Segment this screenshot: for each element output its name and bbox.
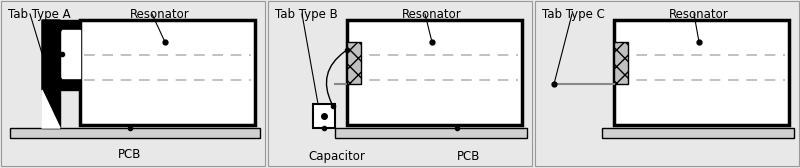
Bar bbox=[535, 1, 799, 166]
Text: Tab Type C: Tab Type C bbox=[542, 8, 605, 21]
Text: Capacitor: Capacitor bbox=[308, 150, 365, 163]
Bar bbox=[614, 42, 628, 84]
Polygon shape bbox=[62, 30, 80, 78]
Bar bbox=[347, 20, 522, 125]
Bar bbox=[1, 1, 265, 166]
Bar bbox=[614, 20, 789, 125]
Polygon shape bbox=[60, 78, 80, 90]
Text: Tab Type B: Tab Type B bbox=[275, 8, 338, 21]
Bar bbox=[268, 1, 532, 166]
Bar bbox=[313, 104, 335, 128]
Text: PCB: PCB bbox=[457, 150, 480, 163]
Text: Resonator: Resonator bbox=[130, 8, 190, 21]
Polygon shape bbox=[42, 20, 60, 128]
Polygon shape bbox=[42, 90, 60, 128]
Bar bbox=[602, 128, 794, 138]
Polygon shape bbox=[60, 20, 80, 30]
Polygon shape bbox=[42, 20, 60, 128]
Bar bbox=[80, 20, 255, 125]
Bar bbox=[347, 42, 361, 84]
Text: Resonator: Resonator bbox=[402, 8, 462, 21]
Bar bbox=[10, 128, 260, 138]
Text: Resonator: Resonator bbox=[669, 8, 729, 21]
Text: PCB: PCB bbox=[118, 148, 142, 161]
Bar bbox=[335, 128, 527, 138]
Text: Tab Type A: Tab Type A bbox=[8, 8, 70, 21]
